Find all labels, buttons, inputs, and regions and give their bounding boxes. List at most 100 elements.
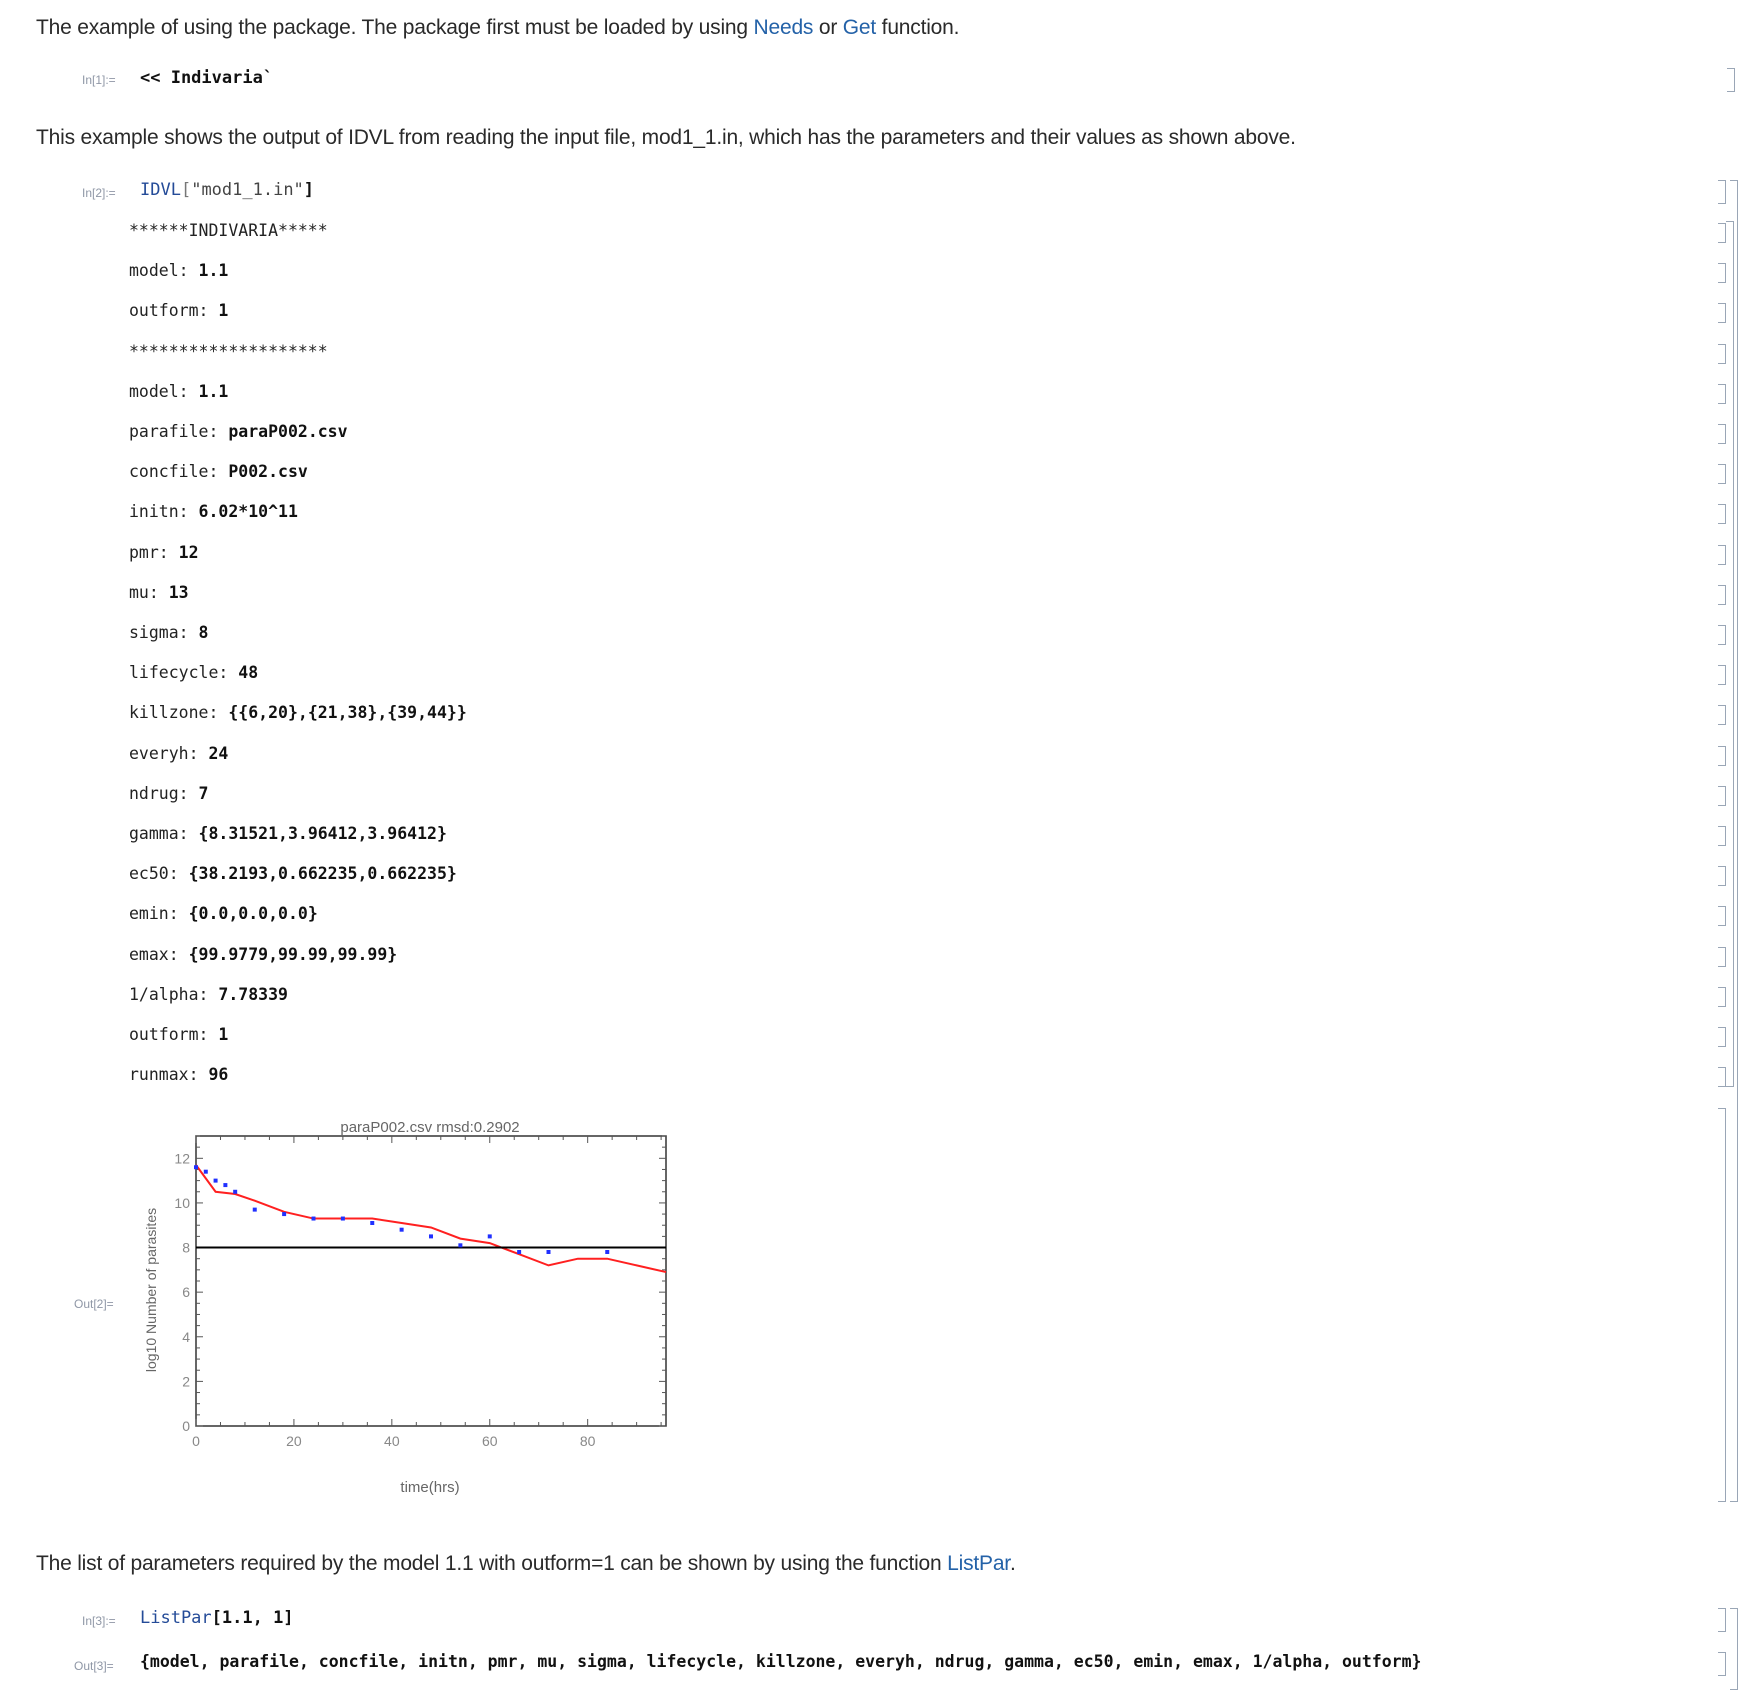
out3-label: Out[3]= <box>74 1659 114 1673</box>
in3-code[interactable]: ListPar[1.1, 1] <box>140 1608 294 1628</box>
print-line: ndrug: 7 <box>129 784 208 803</box>
fit-line-path <box>195 1164 667 1274</box>
cell-bracket-print[interactable] <box>1718 1067 1726 1088</box>
y-tick-label: 10 <box>174 1195 190 1211</box>
data-point <box>458 1243 463 1248</box>
param-value: 1 <box>218 1025 229 1044</box>
param-value: 24 <box>208 743 229 763</box>
cell-bracket-print[interactable] <box>1718 1027 1726 1047</box>
data-point <box>399 1227 404 1232</box>
param-key: ******INDIVARIA***** <box>129 221 328 240</box>
in2-code[interactable]: IDVL["mod1_1.in"] <box>140 180 315 200</box>
print-line: outform: 1 <box>129 1025 228 1044</box>
cell-bracket-print[interactable] <box>1718 906 1726 927</box>
param-value: 96 <box>208 1065 229 1085</box>
cell-bracket-in2[interactable] <box>1718 180 1726 204</box>
group-bracket-in3[interactable] <box>1730 1608 1738 1690</box>
cell-bracket-out3[interactable] <box>1718 1652 1726 1676</box>
param-value: P002.csv <box>228 462 308 482</box>
cell-bracket-print[interactable] <box>1718 584 1726 605</box>
param-value: 13 <box>168 582 189 602</box>
in2-label: In[2]:= <box>82 186 116 200</box>
print-line: pmr: 12 <box>129 543 199 562</box>
data-point <box>282 1212 287 1217</box>
fit-line <box>195 1164 667 1274</box>
cell-bracket-print[interactable] <box>1718 946 1726 967</box>
print-line: concfile: P002.csv <box>129 462 308 481</box>
data-point <box>194 1165 198 1170</box>
param-key: gamma: <box>129 824 199 843</box>
data-point <box>370 1221 375 1225</box>
cell-bracket-in1[interactable] <box>1727 68 1735 92</box>
cell-bracket-print[interactable] <box>1718 464 1726 485</box>
cell-bracket-print[interactable] <box>1718 383 1726 404</box>
param-value: 1.1 <box>198 261 229 281</box>
x-tick-label: 20 <box>286 1433 302 1449</box>
cell-bracket-print[interactable] <box>1718 343 1726 364</box>
cell-bracket-out2[interactable] <box>1718 1108 1726 1502</box>
y-tick-label: 4 <box>182 1329 190 1345</box>
plot-frame <box>195 1135 667 1427</box>
print-line: sigma: 8 <box>129 623 208 642</box>
data-point <box>252 1207 257 1212</box>
x-tick-label: 40 <box>384 1433 400 1449</box>
print-line: emax: {99.9779,99.99,99.99} <box>129 945 397 964</box>
chart-title: paraP002.csv rmsd:0.2902 <box>340 1119 519 1136</box>
param-value: {38.2193,0.662235,0.662235} <box>188 864 457 884</box>
y-tick-label: 0 <box>182 1418 190 1434</box>
in1-code[interactable]: << Indivaria` <box>140 68 274 88</box>
param-value: paraP002.csv <box>228 422 348 441</box>
needs-link[interactable]: Needs <box>753 16 814 39</box>
tick-marks: 0 20 40 60 80 0 2 4 6 8 10 12 <box>174 1135 666 1449</box>
param-value: {0.0,0.0,0.0} <box>188 904 318 924</box>
cell-bracket-print[interactable] <box>1718 745 1726 766</box>
param-key: 1/alpha: <box>129 984 219 1004</box>
cell-bracket-print[interactable] <box>1718 504 1726 525</box>
cell-bracket-print[interactable] <box>1718 424 1726 444</box>
param-key: initn: <box>129 502 199 522</box>
param-key: parafile: <box>129 422 229 441</box>
cell-bracket-print[interactable] <box>1718 705 1726 726</box>
param-key: mu: <box>129 582 169 602</box>
cell-bracket-print[interactable] <box>1718 986 1726 1007</box>
data-point <box>223 1183 228 1188</box>
print-line: outform: 1 <box>129 301 228 320</box>
param-value: 6.02*10^11 <box>198 502 298 522</box>
data-point <box>203 1169 208 1174</box>
group-bracket-print[interactable] <box>1726 221 1734 1088</box>
data-point <box>429 1234 433 1239</box>
intro-text: The example of using the package. The pa… <box>36 16 960 39</box>
get-link[interactable]: Get <box>842 16 877 39</box>
parasite-plot: paraP002.csv rmsd:0.2902 0 20 40 60 80 0 2 4 6 8 1… <box>143 1119 667 1496</box>
param-value: 8 <box>198 623 209 642</box>
y-tick-label: 2 <box>182 1373 190 1389</box>
param-key: pmr: <box>129 542 179 562</box>
cell-bracket-print[interactable] <box>1718 223 1726 243</box>
data-point <box>487 1234 492 1239</box>
param-key: outform: <box>129 1025 219 1044</box>
cell-bracket-print[interactable] <box>1718 544 1726 565</box>
plot-border <box>195 1135 667 1427</box>
cell-bracket-in3[interactable] <box>1718 1608 1726 1632</box>
description-text: This example shows the output of IDVL fr… <box>36 126 1296 149</box>
data-point <box>340 1216 345 1221</box>
print-line: gamma: {8.31521,3.96412,3.96412} <box>129 824 447 843</box>
group-bracket-in2[interactable] <box>1730 180 1738 1502</box>
param-key: everyh: <box>129 743 209 763</box>
param-key: emax: <box>129 944 189 964</box>
cell-bracket-print[interactable] <box>1718 665 1726 686</box>
listpar-link[interactable]: ListPar <box>947 1552 1010 1575</box>
cell-bracket-print[interactable] <box>1718 303 1726 324</box>
data-point <box>517 1250 522 1254</box>
cell-bracket-print[interactable] <box>1718 785 1726 806</box>
cell-bracket-print[interactable] <box>1718 263 1726 284</box>
param-value: {8.31521,3.96412,3.96412} <box>198 824 447 843</box>
param-key: emin: <box>129 904 189 924</box>
print-line: everyh: 24 <box>129 744 228 763</box>
print-line: killzone: {{6,20},{21,38},{39,44}} <box>129 703 467 722</box>
cell-bracket-print[interactable] <box>1718 866 1726 887</box>
print-line: 1/alpha: 7.78339 <box>129 985 288 1004</box>
cell-bracket-print[interactable] <box>1718 625 1726 645</box>
out3-value[interactable]: {model, parafile, concfile, initn, pmr, … <box>140 1652 1422 1671</box>
cell-bracket-print[interactable] <box>1718 826 1726 846</box>
